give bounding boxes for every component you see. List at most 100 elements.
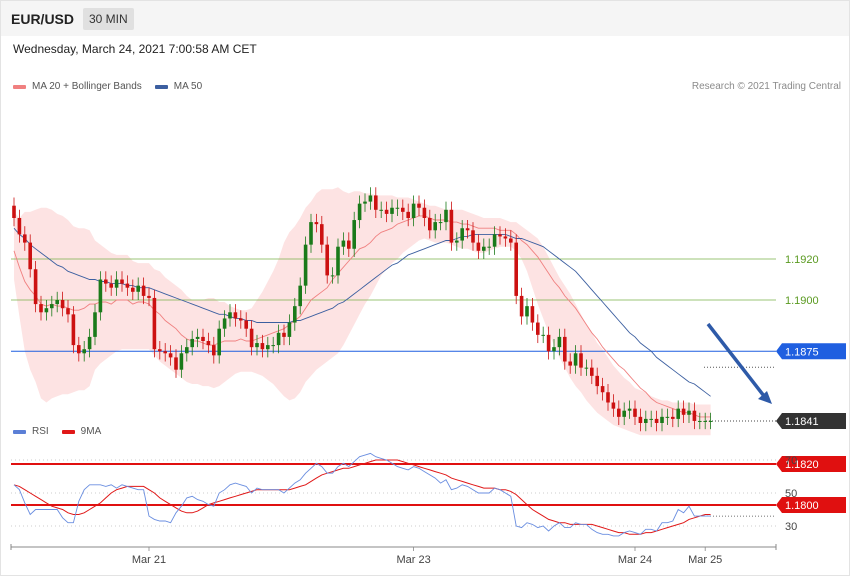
candle — [71, 306, 76, 354]
candle — [325, 236, 329, 284]
candle — [444, 201, 448, 231]
candle — [422, 199, 427, 227]
candle — [266, 336, 270, 358]
price-label-1-1875-tag — [776, 343, 846, 360]
candle — [77, 336, 81, 362]
candle — [530, 297, 535, 331]
candle — [12, 197, 16, 227]
candle — [255, 334, 259, 356]
candle — [384, 201, 389, 223]
price-legend: MA 20 + Bollinger Bands MA 50 — [13, 81, 202, 92]
candle — [228, 304, 232, 327]
symbol-label: EUR/USD — [11, 11, 75, 27]
candle — [93, 304, 97, 346]
candle — [109, 275, 113, 296]
candle — [503, 228, 508, 247]
candle — [476, 234, 481, 259]
candle — [293, 297, 297, 331]
price-label-1-1875: 1.1875 — [785, 346, 819, 358]
ma20-line — [13, 215, 711, 418]
candle — [600, 377, 605, 401]
bollinger-band-area — [14, 187, 711, 436]
candle — [654, 410, 659, 432]
candle — [217, 320, 221, 364]
candle — [692, 402, 697, 430]
candle — [401, 199, 405, 221]
candle — [249, 320, 254, 356]
price-label-1-1820-tag — [776, 456, 846, 472]
rsi-tick-50: 50 — [785, 488, 797, 500]
forecast-arrow — [706, 322, 772, 404]
ma50-legend-label: MA 50 — [173, 81, 203, 92]
candle — [136, 277, 140, 300]
chart-datetime: Wednesday, March 24, 2021 7:00:58 AM CET — [13, 42, 257, 56]
candle — [336, 238, 340, 284]
time-tick-label: Mar 23 — [396, 554, 430, 566]
candle — [158, 341, 162, 360]
candle — [428, 209, 432, 239]
candle — [314, 213, 319, 233]
candle — [320, 215, 324, 253]
candle — [579, 345, 583, 376]
candle — [573, 345, 578, 374]
candle — [347, 232, 351, 257]
copyright-text: Research © 2021 Trading Central — [691, 81, 841, 92]
candle — [633, 400, 637, 426]
candle — [125, 275, 130, 296]
candle — [244, 312, 248, 337]
candle — [471, 222, 475, 251]
price-label-1-1800-tag — [776, 497, 846, 513]
candle — [552, 338, 556, 360]
timeframe-badge[interactable]: 30 MIN — [83, 8, 134, 30]
candle — [363, 193, 367, 212]
candle — [141, 277, 146, 305]
candle — [525, 297, 529, 325]
ma9-legend-label: 9MA — [80, 426, 102, 437]
rsi-panel: 70 50 30 — [11, 452, 797, 537]
candle — [617, 400, 621, 426]
candle — [492, 226, 497, 255]
candle — [66, 300, 70, 323]
candle — [449, 201, 454, 251]
candle — [330, 267, 335, 284]
candle — [498, 226, 502, 245]
candle — [287, 314, 292, 346]
candle — [627, 400, 632, 419]
candle — [438, 213, 443, 231]
ma20-legend-label: MA 20 + Bollinger Bands — [32, 81, 142, 92]
candle — [590, 359, 594, 385]
candle — [665, 408, 670, 426]
candle — [433, 213, 437, 239]
candle — [660, 408, 664, 432]
rsi-ma9-line — [13, 459, 711, 535]
price-label-1-1841-tag — [776, 412, 846, 429]
candle — [595, 367, 599, 395]
candle — [201, 328, 205, 350]
candle — [379, 201, 383, 218]
bollinger-band — [14, 187, 711, 436]
candle — [417, 195, 421, 216]
candle — [87, 328, 92, 358]
candle — [557, 328, 562, 356]
candle — [341, 232, 346, 255]
candle — [179, 345, 184, 378]
price-label-1-1820: 1.1820 — [785, 459, 819, 471]
price-label-1-1800: 1.1800 — [785, 500, 819, 512]
candle — [104, 271, 108, 292]
candle — [212, 336, 216, 364]
candle — [298, 277, 302, 315]
candle — [568, 353, 572, 374]
rsi-legend: RSI 9MA — [13, 426, 101, 437]
candle — [390, 199, 394, 223]
price-axis-labels: 1.1920 1.1900 1.1875 1.1841 1.1820 1.1800 — [776, 254, 846, 513]
time-axis: Mar 21 Mar 23 Mar 24 Mar 25 — [10, 544, 777, 566]
candle — [676, 400, 680, 428]
candle — [649, 410, 653, 428]
candle — [536, 314, 540, 344]
candle — [233, 304, 238, 327]
candle — [50, 295, 54, 317]
candle — [395, 199, 400, 216]
candle — [17, 209, 22, 243]
candle — [33, 261, 38, 313]
